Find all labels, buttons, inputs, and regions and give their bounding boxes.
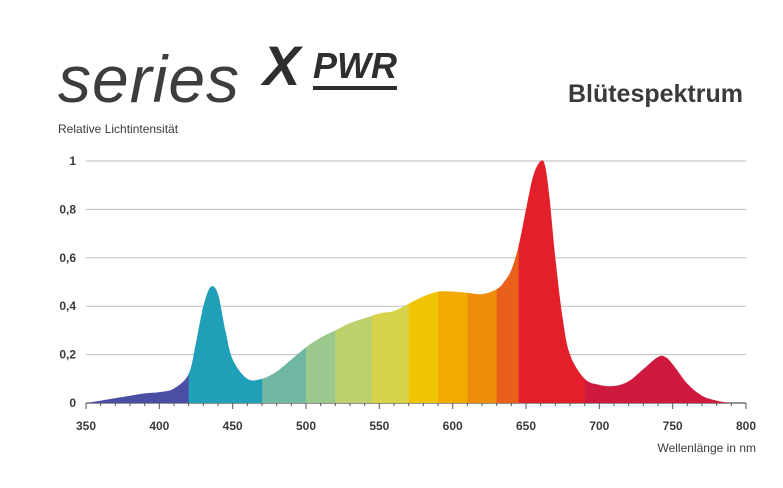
y-tick-label: 0,4 bbox=[59, 299, 76, 313]
spectrum-band bbox=[584, 160, 746, 403]
x-tick-label: 350 bbox=[76, 419, 96, 433]
x-axis-label: Wellenlänge in nm bbox=[657, 441, 756, 455]
x-tick-label: 550 bbox=[369, 419, 389, 433]
brand-pwr-text: PWR bbox=[313, 46, 397, 90]
y-tick-label: 1 bbox=[69, 154, 76, 168]
spectrum-band bbox=[262, 160, 307, 403]
spectrum-band bbox=[408, 160, 439, 403]
axes: 0 0,2 0,4 0,6 0,8 1 350 400 450 500 550 600 650 700 75… bbox=[59, 154, 756, 433]
brand-x-mark: X bbox=[263, 34, 301, 97]
x-tick-label: 800 bbox=[736, 419, 756, 433]
chart-title: Blütespektrum bbox=[567, 80, 743, 108]
spectrum-band bbox=[496, 160, 520, 403]
x-tick-label: 650 bbox=[516, 419, 536, 433]
x-tick-label: 600 bbox=[443, 419, 463, 433]
spectrum-area bbox=[86, 160, 746, 403]
spectrum-band bbox=[188, 160, 263, 403]
spectrum-band bbox=[438, 160, 468, 403]
spectrum-band bbox=[335, 160, 373, 403]
brand-logo: series X PWR bbox=[58, 36, 438, 116]
x-tick-label: 750 bbox=[663, 419, 683, 433]
spectrum-band bbox=[467, 160, 498, 403]
x-tick-label: 400 bbox=[149, 419, 169, 433]
y-tick-label: 0,6 bbox=[59, 251, 76, 265]
spectrum-band bbox=[86, 160, 190, 403]
spectrum-band bbox=[518, 160, 586, 403]
y-tick-label: 0,8 bbox=[59, 202, 76, 216]
x-tick-label: 700 bbox=[589, 419, 609, 433]
x-tick-label: 500 bbox=[296, 419, 316, 433]
x-tick-label: 450 bbox=[223, 419, 243, 433]
brand-series-text: series bbox=[58, 42, 241, 116]
y-axis-label: Relative Lichtintensität bbox=[58, 122, 179, 136]
y-tick-label: 0,2 bbox=[59, 348, 76, 362]
spectrum-band bbox=[372, 160, 410, 403]
spectrum-band bbox=[306, 160, 336, 403]
y-tick-label: 0 bbox=[69, 396, 76, 410]
